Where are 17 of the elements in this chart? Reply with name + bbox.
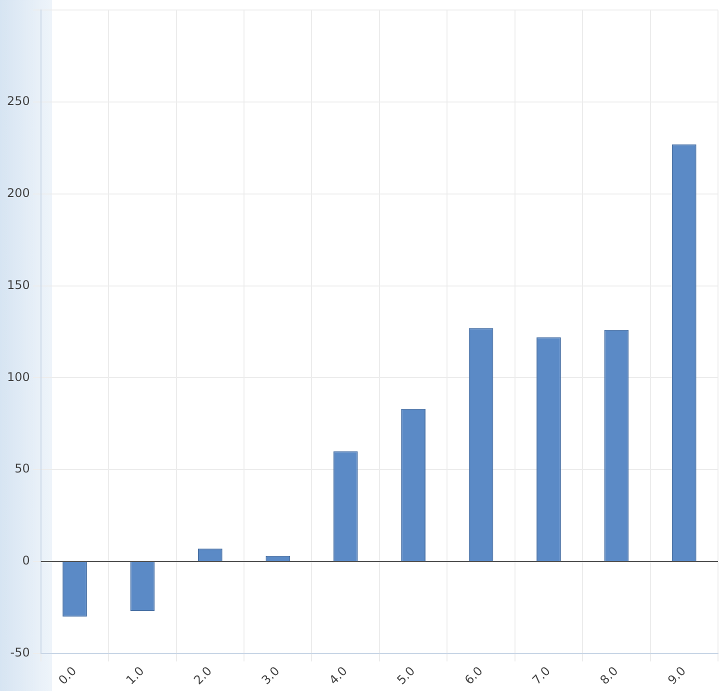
- x-tick-label: 3.0: [258, 664, 282, 688]
- y-tick-label: 0: [22, 554, 30, 568]
- y-tick-label: -50: [10, 645, 30, 660]
- x-tick-label: 6.0: [462, 664, 486, 688]
- x-tick-label: 2.0: [191, 664, 215, 688]
- x-tick-label: 7.0: [530, 664, 554, 688]
- y-tick-label: 100: [7, 370, 30, 384]
- y-tick-label: 150: [7, 278, 30, 292]
- y-tick-label: 50: [14, 462, 30, 476]
- y-tick-label: 250: [7, 94, 30, 108]
- x-tick-label: 1.0: [123, 664, 147, 688]
- y-tick-label: 200: [7, 186, 30, 200]
- x-tick-label: 4.0: [326, 664, 350, 688]
- x-tick-label: 8.0: [597, 664, 621, 688]
- x-tick-label: 0.0: [56, 664, 80, 688]
- x-tick-label: 5.0: [394, 664, 418, 688]
- x-tick-label: 9.0: [665, 664, 688, 688]
